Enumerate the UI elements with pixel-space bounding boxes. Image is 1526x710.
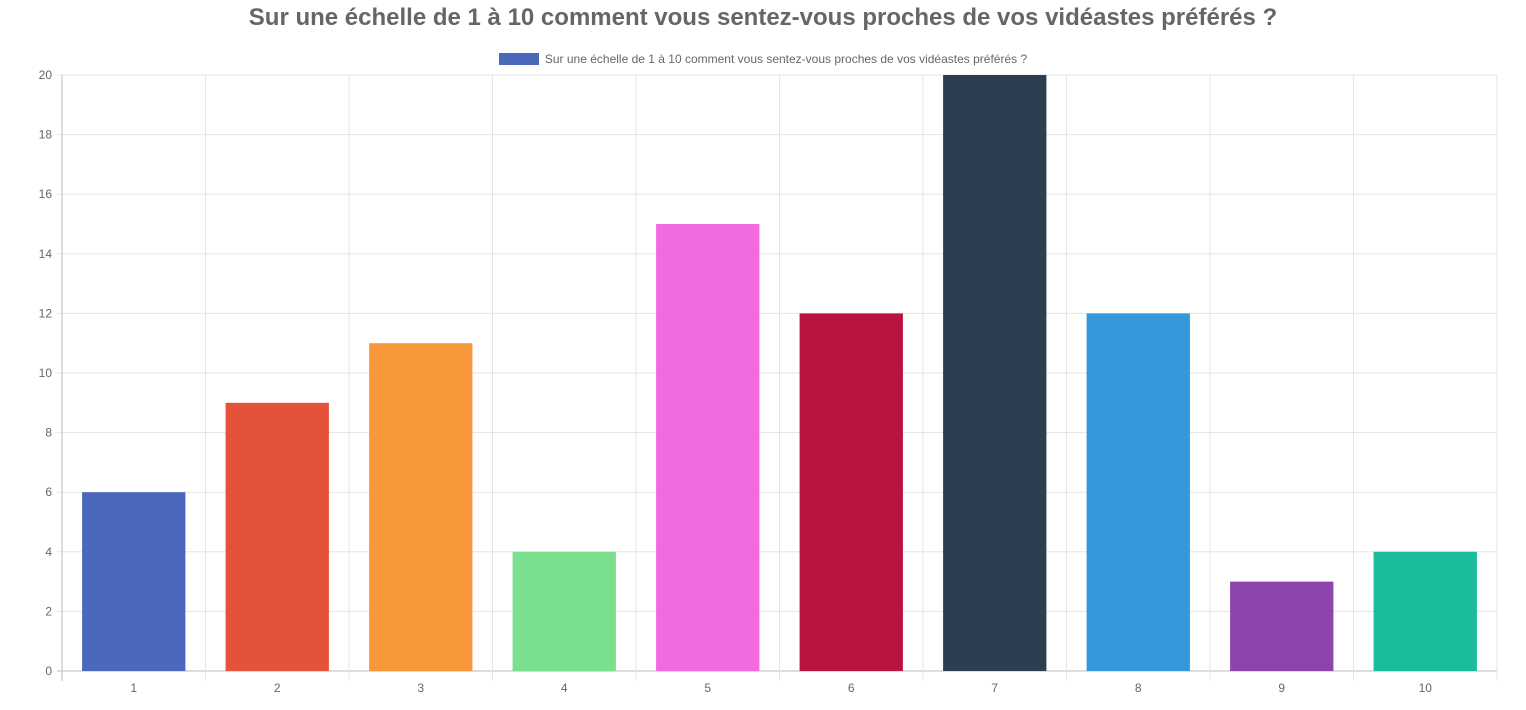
bar-3[interactable] (369, 343, 473, 671)
bar-4[interactable] (512, 551, 616, 671)
y-tick-label: 0 (45, 664, 52, 678)
bar-7[interactable] (943, 75, 1047, 671)
chart-title: Sur une échelle de 1 à 10 comment vous s… (248, 4, 1278, 31)
x-tick-label: 8 (1135, 681, 1142, 695)
bars (82, 75, 1477, 671)
bar-1[interactable] (82, 492, 186, 671)
y-tick-label: 20 (39, 68, 53, 82)
x-tick-label: 10 (1419, 681, 1433, 695)
x-tick-label: 2 (274, 681, 281, 695)
bar-10[interactable] (1373, 551, 1477, 671)
y-tick-label: 6 (45, 485, 52, 499)
y-tick-label: 14 (39, 247, 53, 261)
bar-6[interactable] (799, 313, 903, 671)
y-tick-label: 18 (39, 128, 53, 142)
x-tick-label: 5 (704, 681, 711, 695)
x-tick-label: 4 (561, 681, 568, 695)
bar-9[interactable] (1230, 581, 1334, 671)
legend: Sur une échelle de 1 à 10 comment vous s… (0, 51, 1526, 67)
x-tick-label: 6 (848, 681, 855, 695)
legend-label[interactable]: Sur une échelle de 1 à 10 comment vous s… (544, 52, 1028, 66)
bar-8[interactable] (1086, 313, 1190, 671)
y-tick-label: 12 (39, 306, 53, 320)
y-tick-label: 2 (45, 604, 52, 618)
gridlines (57, 74, 1498, 681)
x-tick-label: 3 (417, 681, 424, 695)
x-tick-label: 7 (991, 681, 998, 695)
y-tick-label: 4 (45, 545, 52, 559)
y-tick-label: 16 (39, 187, 53, 201)
y-tick-label: 8 (45, 426, 52, 440)
bar-5[interactable] (656, 224, 760, 671)
x-tick-label: 9 (1278, 681, 1285, 695)
legend-swatch (498, 53, 539, 65)
bar-2[interactable] (225, 402, 329, 671)
x-tick-label: 1 (130, 681, 137, 695)
y-tick-label: 10 (39, 366, 53, 380)
